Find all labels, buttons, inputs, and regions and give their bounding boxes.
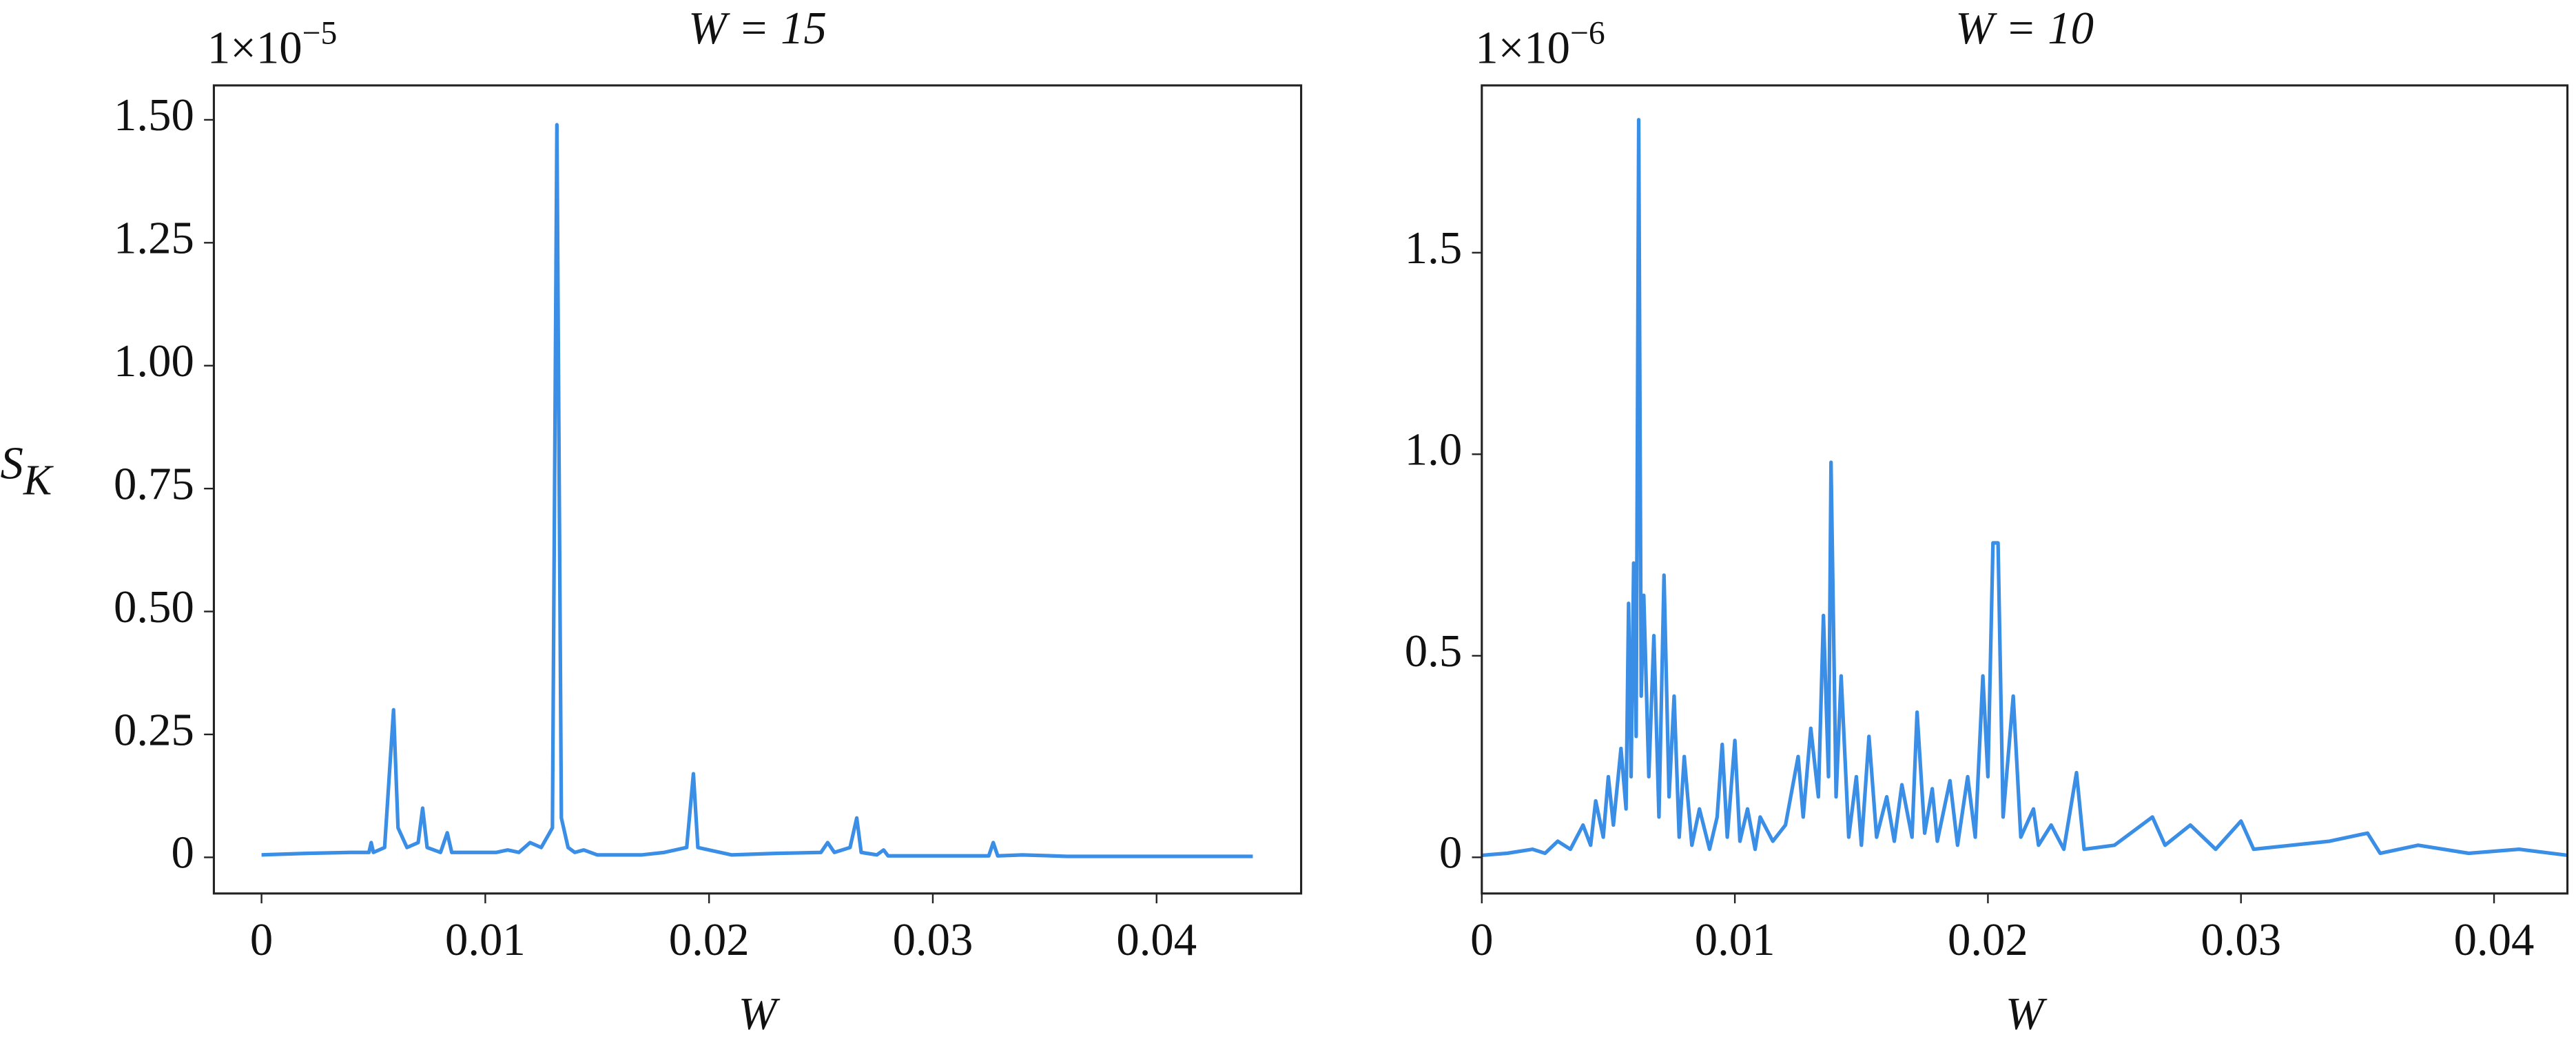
offset-exponent: −5 [302, 15, 338, 51]
x-tick-label: 0.03 [2201, 915, 2281, 965]
x-tick-label: 0.02 [669, 915, 750, 965]
x-tick-label: 0.03 [893, 915, 973, 965]
y-axis-label: SK [1, 439, 54, 504]
x-tick-label: 0 [250, 915, 273, 965]
chart-title: W = 10 [1955, 3, 2094, 54]
offset-base: 1×10 [207, 23, 302, 74]
y-axis-label-main: S [1, 439, 23, 489]
y-axis-label-sub: K [23, 457, 54, 504]
offset-text: 1×10−5 [207, 15, 337, 73]
x-tick-label: 0.04 [1116, 915, 1197, 965]
offset-base: 1×10 [1475, 23, 1570, 74]
y-tick-label: 0.75 [114, 459, 194, 509]
plot-frame [1481, 84, 2569, 895]
x-tick-label: 0.01 [1695, 915, 1775, 965]
y-tick-label: 0 [1439, 828, 1462, 878]
y-tick-label: 0.5 [1405, 626, 1462, 677]
x-tick-label: 0.02 [1948, 915, 2028, 965]
data-line [1481, 118, 2568, 858]
x-tick-label: 0.01 [445, 915, 526, 965]
y-tick-label: 1.0 [1405, 425, 1462, 475]
x-axis-label: W [2006, 989, 2048, 1039]
y-tick-label: 1.50 [114, 90, 194, 141]
y-tick-label: 1.00 [114, 336, 194, 387]
x-axis-label: W [739, 989, 781, 1039]
y-tick-label: 1.5 [1405, 223, 1462, 274]
y-tick-label: 0.50 [114, 582, 194, 632]
chart-title: W = 15 [688, 3, 827, 54]
offset-exponent: −6 [1570, 15, 1605, 51]
y-tick-label: 0.25 [114, 705, 194, 755]
offset-text: 1×10−6 [1475, 15, 1605, 73]
x-tick-label: 0.04 [2454, 915, 2535, 965]
y-tick-label: 1.25 [114, 214, 194, 264]
y-tick-label: 0 [171, 828, 194, 878]
plot-frame [212, 84, 1303, 895]
x-tick-label: 0 [1470, 915, 1493, 965]
data-line [261, 123, 1253, 858]
